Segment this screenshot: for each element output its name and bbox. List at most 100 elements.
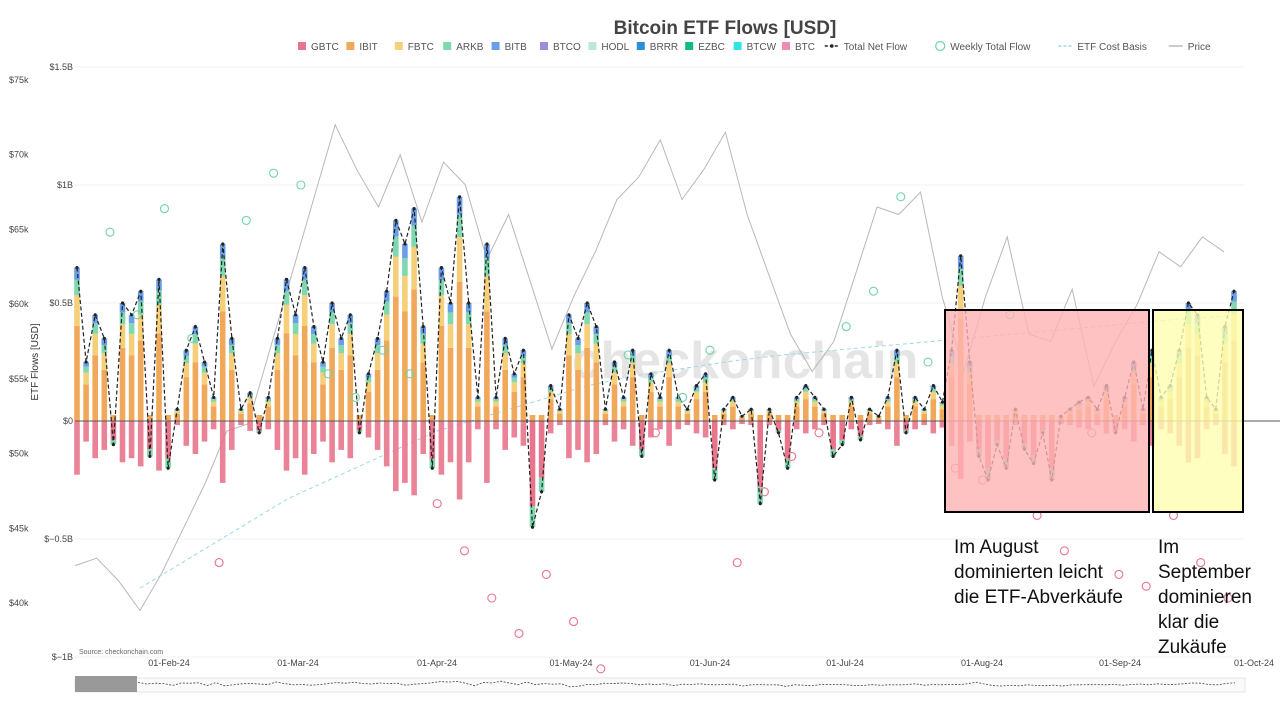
net-flow-point (84, 360, 88, 364)
net-flow-point (330, 301, 334, 305)
net-flow-point (421, 325, 425, 329)
gbtc-outflow-bar (301, 421, 308, 475)
net-flow-point (1232, 289, 1236, 293)
legend-swatch-ezbc (685, 42, 694, 50)
net-flow-point (530, 525, 535, 529)
gbtc-outflow-bar (830, 421, 836, 450)
flow-bar-segment (566, 355, 572, 421)
weekly-total-point (841, 322, 851, 332)
net-flow-point (822, 407, 826, 411)
flow-bar-segment (584, 324, 590, 348)
gbtc-outflow-bar (374, 421, 381, 450)
net-flow-point (376, 336, 380, 340)
net-flow-point (521, 348, 526, 352)
flow-bar-segment (903, 415, 909, 421)
net-flow-point (640, 454, 644, 458)
flow-bar-segment (265, 401, 272, 407)
flow-bar-segment (547, 399, 554, 421)
annotation-september-line: Im (1158, 537, 1180, 558)
flow-bar-segment (693, 392, 700, 400)
gbtc-outflow-bar (83, 421, 89, 442)
price-tick-label: $65k (9, 224, 29, 234)
flow-bar-segment (311, 334, 317, 344)
flow-bar-segment (356, 415, 363, 421)
annotation-september: Im September dominieren klar die Zukäufe (1158, 535, 1252, 660)
gbtc-outflow-bar (484, 421, 490, 483)
gbtc-outflow-bar (493, 421, 499, 430)
net-flow-point (458, 195, 462, 199)
legend-label-gbtc: GBTC (311, 42, 339, 53)
net-flow-point (275, 336, 279, 340)
flow-bar-segment (875, 418, 882, 421)
flow-bar-segment (192, 362, 199, 421)
net-flow-point (831, 454, 835, 458)
net-flow-point (221, 242, 225, 246)
net-flow-point (111, 443, 115, 447)
flow-bar-segment (702, 382, 709, 392)
x-tick-label: 01-Aug-24 (961, 658, 1003, 668)
flow-bar-segment (484, 258, 490, 276)
flow-bar-segment (402, 258, 408, 276)
net-flow-point (549, 384, 553, 388)
flow-bar-segment (557, 413, 563, 421)
flow-bar-segment (383, 340, 390, 421)
gbtc-outflow-bar (648, 421, 654, 438)
flow-bar-segment (301, 279, 308, 296)
net-flow-point (448, 301, 453, 305)
flow-bar-segment (939, 405, 946, 410)
range-navigator[interactable] (74, 676, 1246, 693)
net-flow-point (767, 407, 772, 411)
gbtc-outflow-bar (137, 421, 144, 467)
navigator-track (74, 677, 1246, 693)
gbtc-outflow-bar (347, 421, 354, 459)
flow-bar-segment (1231, 291, 1237, 302)
weekly-total-point (650, 428, 660, 438)
annotation-boxes (944, 309, 1244, 513)
flow-bar-segment (83, 372, 89, 385)
flow-bar-segment (957, 269, 964, 286)
left-tick-label: $0 (63, 416, 73, 426)
legend-swatch-fbtc (394, 42, 403, 50)
gbtc-outflow-bar (593, 421, 600, 454)
gbtc-outflow-bar (803, 421, 809, 434)
flow-bar-segment (812, 406, 818, 421)
gbtc-outflow-bar (766, 421, 773, 426)
weekly-total-point (159, 204, 170, 214)
flow-bar-segment (320, 384, 326, 421)
net-flow-point (776, 431, 781, 435)
gbtc-outflow-bar (721, 421, 727, 426)
gbtc-outflow-bar (292, 421, 299, 459)
annotation-august: Im August dominierten leicht die ETF-Abv… (954, 535, 1123, 610)
flow-bar-segment (957, 285, 964, 319)
flow-bar-segment (393, 296, 399, 421)
flow-bar-segment (101, 345, 108, 354)
flow-bar-segment (383, 291, 390, 302)
flow-bar-segment (693, 399, 700, 421)
gbtc-outflow-bar (529, 421, 536, 506)
flow-bar-segment (511, 377, 518, 383)
navigator-handle (75, 676, 137, 692)
legend-label-btco: BTCO (553, 42, 581, 53)
flow-bar-segment (648, 373, 654, 378)
legend-swatch-arkb (443, 42, 452, 50)
flow-bar-segment (857, 415, 864, 421)
gbtc-outflow-bar (365, 421, 372, 438)
flow-bar-segment (730, 406, 736, 421)
net-flow-point (266, 395, 270, 399)
flow-bar-segment (101, 353, 108, 370)
flow-bar-segment (639, 415, 645, 421)
flow-bar-segment (219, 258, 226, 276)
flow-bar-segment (329, 312, 335, 325)
legend-swatch-ibit (346, 42, 355, 50)
flow-bar-segment (256, 415, 262, 421)
gbtc-outflow-bar (793, 421, 800, 430)
flow-bar-segment (611, 384, 618, 421)
weekly-total-point (187, 333, 197, 343)
flow-bar-segment (192, 343, 199, 363)
gbtc-outflow-bar (757, 421, 763, 488)
gbtc-outflow-bar (183, 421, 190, 446)
gbtc-outflow-bar (274, 421, 281, 450)
gbtc-outflow-bar (101, 421, 108, 450)
weekly-total-point (923, 357, 933, 367)
flow-bar-segment (493, 406, 499, 421)
